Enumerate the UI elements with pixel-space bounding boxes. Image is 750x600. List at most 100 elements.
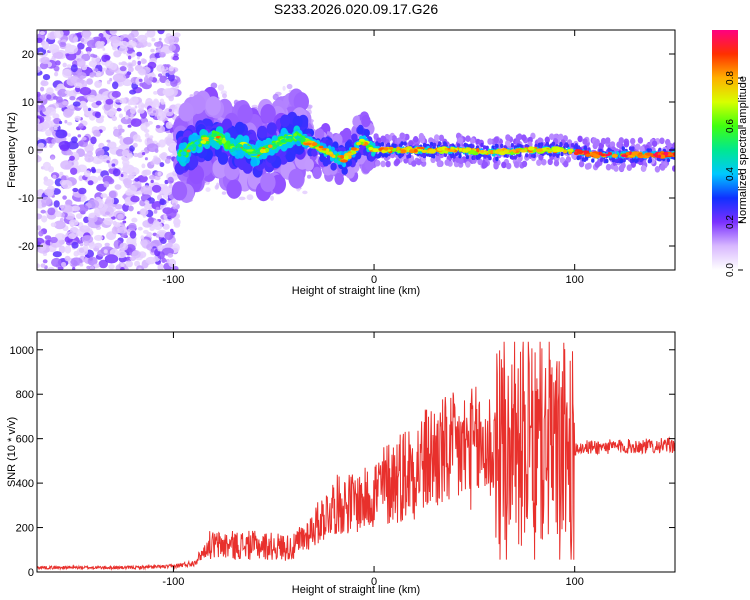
signal-blob: [399, 132, 405, 140]
noise-speckle: [37, 104, 41, 113]
signal-core: [476, 148, 480, 153]
noise-speckle: [144, 157, 148, 161]
signal-blob: [548, 152, 552, 157]
noise-speckle: [140, 44, 145, 48]
signal-blob: [178, 142, 186, 152]
noise-speckle: [66, 150, 74, 156]
signal-blob: [457, 137, 463, 144]
signal-blob: [559, 142, 563, 147]
signal-blob: [618, 137, 624, 144]
signal-blob: [260, 172, 276, 193]
signal-blob: [558, 133, 564, 141]
noise-speckle: [95, 147, 105, 157]
signal-blob: [311, 148, 318, 157]
noise-speckle: [79, 243, 84, 247]
noise-speckle: [147, 107, 159, 116]
noise-speckle: [103, 217, 114, 226]
noise-speckle: [37, 123, 48, 132]
noise-speckle: [63, 108, 73, 118]
signal-core: [569, 148, 574, 152]
y-tick-label: 20: [22, 49, 34, 61]
noise-speckle: [116, 107, 122, 112]
noise-speckle: [57, 266, 64, 270]
noise-speckle: [37, 156, 41, 160]
signal-core: [221, 139, 227, 144]
noise-speckle: [127, 102, 133, 106]
noise-speckle: [52, 113, 60, 120]
signal-blob: [559, 156, 566, 164]
signal-blob: [280, 114, 291, 128]
noise-speckle: [157, 263, 164, 270]
signal-blob: [268, 147, 276, 156]
signal-core: [421, 149, 428, 153]
signal-blob: [171, 181, 188, 201]
noise-speckle: [71, 205, 81, 212]
signal-core: [235, 143, 243, 148]
noise-speckle: [66, 77, 77, 86]
noise-speckle: [76, 164, 88, 173]
signal-blob: [515, 134, 522, 141]
signal-core: [265, 147, 270, 153]
signal-blob: [654, 166, 661, 173]
noise-speckle: [173, 222, 181, 228]
noise-speckle: [81, 87, 89, 96]
signal-blob: [513, 155, 517, 160]
signal-core: [672, 152, 675, 156]
noise-speckle: [159, 162, 165, 168]
noise-speckle: [127, 124, 132, 128]
noise-speckle: [114, 184, 122, 190]
noise-speckle: [113, 128, 121, 137]
noise-speckle: [109, 35, 122, 44]
colorbar-ticks: 0.0 0.2 0.4 0.6 0.8: [725, 71, 743, 277]
noise-speckle: [148, 76, 154, 81]
signal-blob: [544, 136, 550, 144]
noise-speckle: [75, 213, 83, 220]
noise-speckle: [79, 100, 87, 107]
y-tick-label: 200: [16, 523, 34, 535]
signal-blob: [493, 161, 499, 169]
noise-speckle: [50, 222, 57, 228]
signal-blob: [599, 157, 604, 163]
noise-speckle: [37, 225, 42, 231]
noise-speckle: [100, 193, 108, 198]
signal-core: [267, 144, 273, 149]
noise-speckle: [136, 51, 143, 57]
colorbar-label: Normalized spectral amplitude: [737, 76, 749, 224]
signal-blob: [217, 152, 229, 165]
noise-speckle: [37, 37, 43, 43]
signal-blob: [565, 156, 572, 163]
x-tick-label: 0: [371, 576, 377, 588]
noise-speckle: [106, 160, 110, 164]
signal-blob: [292, 115, 303, 129]
noise-speckle: [215, 182, 220, 189]
noise-speckle: [104, 242, 110, 247]
signal-blob: [530, 153, 534, 158]
noise-speckle: [62, 68, 72, 78]
noise-speckle: [122, 79, 133, 87]
noise-speckle: [76, 204, 89, 213]
noise-speckle: [166, 209, 177, 219]
noise-speckle: [270, 195, 274, 201]
y-tick-label: 1000: [10, 345, 34, 357]
noise-speckle: [138, 267, 142, 270]
noise-speckle: [94, 234, 103, 241]
noise-speckle: [53, 200, 60, 208]
noise-speckle: [87, 199, 100, 209]
signal-blob: [639, 145, 645, 153]
noise-speckle: [173, 32, 181, 38]
noise-speckle: [42, 259, 48, 264]
noise-speckle: [162, 88, 175, 97]
noise-speckle: [205, 187, 211, 193]
noise-speckle: [37, 66, 41, 73]
noise-speckle: [65, 52, 77, 61]
noise-speckle: [155, 206, 160, 211]
noise-speckle: [37, 198, 41, 202]
noise-speckle: [158, 73, 163, 78]
noise-speckle: [56, 96, 63, 103]
noise-speckle: [120, 116, 132, 125]
signal-blob: [385, 160, 391, 168]
signal-core: [600, 153, 606, 157]
noise-speckle: [108, 110, 115, 118]
signal-blob: [381, 136, 387, 143]
